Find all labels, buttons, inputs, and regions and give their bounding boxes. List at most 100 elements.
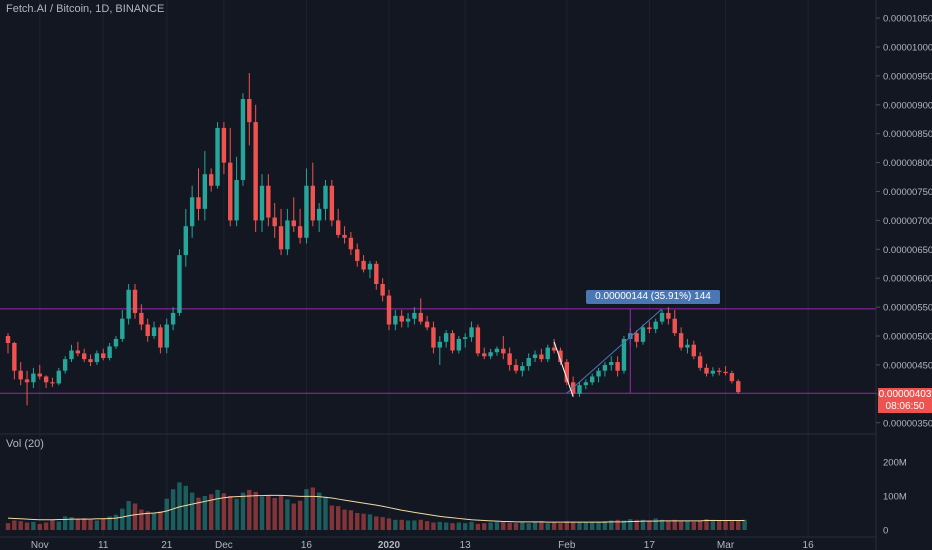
volume-bar (405, 520, 411, 530)
volume-bar (221, 493, 227, 530)
candle-body (405, 318, 411, 322)
volume-bar (361, 513, 366, 530)
candle-body (69, 350, 74, 360)
candle-body (583, 382, 589, 386)
y-tick-label: 0.00000350 (883, 418, 932, 429)
volume-bar (551, 522, 557, 530)
candle-body (183, 226, 188, 256)
candle-body (558, 350, 563, 363)
volume-bar (94, 520, 100, 530)
volume-bar (31, 521, 36, 530)
volume-bar (723, 520, 728, 530)
candle-body (12, 342, 17, 371)
volume-bar (189, 492, 195, 530)
grid-vertical (39, 0, 809, 537)
candle-body (209, 174, 214, 186)
volume-bar (532, 521, 538, 530)
candle-body (151, 327, 157, 337)
candle-body (609, 362, 614, 365)
candle-body (139, 312, 144, 325)
candle-body (253, 122, 258, 221)
volume-bar (602, 521, 608, 530)
candle-body (285, 220, 290, 250)
candle-body (329, 185, 335, 221)
volume-bar (151, 513, 157, 530)
candle-body (240, 99, 246, 180)
volume-bar (691, 521, 696, 530)
vol-tick-label: 0 (883, 526, 888, 537)
candle-body (62, 359, 68, 371)
volume-bar (577, 521, 582, 530)
x-tick-label: 11 (98, 540, 109, 550)
candle-body (170, 312, 176, 325)
volume-bar (526, 523, 531, 530)
price-axis[interactable]: 0.00001050 0.00001000 0.00000950 0.00000900… (876, 14, 932, 430)
volume-bar (278, 496, 284, 530)
candle-body (640, 327, 646, 342)
candle-body (704, 367, 709, 374)
candle-body (31, 373, 36, 383)
vol-tick-label: 100M (883, 492, 907, 503)
candle-body (278, 226, 284, 250)
y-tick-label: 0.00001050 (883, 14, 932, 25)
candle-body (653, 321, 658, 330)
candle-body (367, 263, 373, 270)
y-tick-label: 0.00000600 (883, 274, 932, 285)
volume-bar (717, 520, 722, 530)
y-tick-label: 0.00000450 (883, 360, 932, 371)
candle-body (482, 353, 487, 357)
volume-bar (729, 521, 735, 530)
candle-body (577, 385, 582, 394)
candle-body (494, 348, 500, 353)
volume-bar (215, 489, 220, 530)
candle-body (120, 318, 125, 339)
volume-bar (469, 521, 474, 530)
y-tick-label: 0.00000750 (883, 187, 932, 198)
volume-bar (43, 522, 49, 530)
candle-body (88, 359, 93, 363)
volume-bar (647, 520, 652, 530)
axis-lines (0, 0, 877, 550)
volume-bar (202, 496, 208, 530)
candle-body (469, 327, 474, 338)
volume-bar (697, 520, 703, 530)
volume-bar (12, 520, 17, 530)
x-tick-label: Nov (31, 540, 49, 550)
candle-body (532, 354, 538, 359)
volume-bar (183, 485, 188, 530)
volume-bar (247, 489, 252, 530)
candle-body (431, 327, 436, 348)
volume-bar (88, 519, 93, 530)
candle-body (666, 312, 671, 319)
volume-bar (120, 508, 125, 530)
candle-body (386, 295, 392, 325)
volume-bar (139, 509, 144, 530)
measure-label: 0.00000144 (35.91%) 144 (586, 290, 720, 304)
candle-body (545, 347, 550, 360)
candle-body (602, 364, 608, 371)
volume-bar (107, 516, 112, 530)
candle-body (380, 284, 385, 296)
y-tick-label: 0.00000950 (883, 71, 932, 82)
candle-body (323, 185, 328, 209)
candle-body (691, 344, 696, 357)
volume-bar (570, 521, 576, 530)
y-tick-label: 0.00000550 (883, 303, 932, 314)
volume-bar (736, 520, 741, 530)
candle-body (189, 197, 195, 227)
volume-bar (456, 522, 462, 530)
volume-bar (672, 519, 677, 530)
candle-body (418, 312, 423, 322)
candle-body (215, 127, 220, 186)
candle-body (304, 185, 309, 238)
candle-body (539, 354, 544, 360)
x-tick-label: Dec (215, 540, 233, 550)
volume-bar (82, 518, 87, 530)
volume-bar (666, 520, 671, 530)
candle-body (736, 381, 741, 393)
volume-bar (450, 523, 455, 530)
candle-body (361, 260, 366, 270)
time-axis[interactable]: Nov 11 21 Dec 16 2020 13 Feb 17 Mar 16 (31, 540, 814, 550)
volume-bar (323, 496, 328, 530)
